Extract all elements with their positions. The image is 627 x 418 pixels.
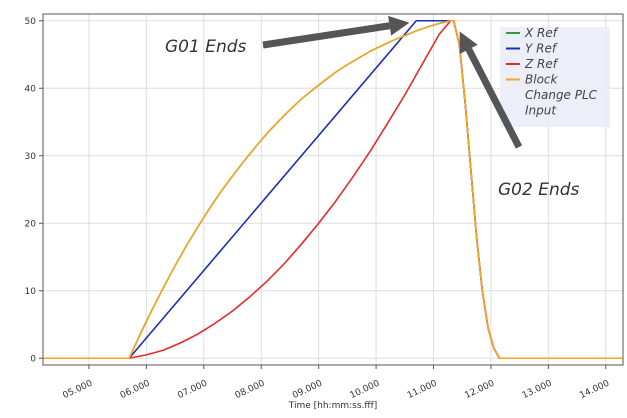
legend-box bbox=[500, 27, 610, 127]
legend-label: Input bbox=[525, 104, 557, 118]
y-tick-label: 20 bbox=[25, 219, 37, 229]
x-axis-title: Time [hh:mm:ss.fff] bbox=[288, 401, 378, 411]
x-tick-label: 06.000 bbox=[119, 379, 152, 401]
x-tick-label: 11.000 bbox=[406, 379, 439, 401]
y-tick-label: 10 bbox=[25, 287, 37, 297]
plot-frame bbox=[42, 13, 624, 366]
grid bbox=[43, 14, 623, 365]
x-tick-label: 12.000 bbox=[463, 379, 496, 401]
x-axis: 05.000 06.000 07.000 08.000 09.000 10.000 11.0… bbox=[61, 365, 611, 401]
y-axis: 0 10 20 30 40 50 bbox=[25, 17, 43, 364]
annotation-label-g02: G02 Ends bbox=[498, 180, 580, 200]
annotations: G01 Ends G02 Ends bbox=[165, 15, 580, 200]
series-line-block-change-plc-input bbox=[43, 19, 623, 360]
x-tick-label: 10.000 bbox=[349, 379, 382, 401]
y-tick-label: 30 bbox=[25, 152, 37, 162]
legend-label: Y Ref bbox=[525, 42, 558, 56]
x-tick-label: 14.000 bbox=[578, 379, 611, 401]
arrow-head bbox=[459, 31, 478, 54]
x-tick-label: 13.000 bbox=[521, 379, 554, 401]
legend-label: X Ref bbox=[524, 26, 559, 40]
y-tick-label: 40 bbox=[25, 84, 37, 94]
annotation-arrow-g02 bbox=[459, 31, 523, 149]
x-tick-label: 05.000 bbox=[61, 379, 94, 401]
legend-label: Change PLC bbox=[525, 88, 598, 102]
arrow-head bbox=[388, 15, 410, 36]
annotation-arrow-g01 bbox=[262, 15, 410, 49]
arrow-shaft bbox=[465, 47, 523, 149]
arrow-shaft bbox=[262, 22, 391, 49]
x-tick-label: 09.000 bbox=[291, 379, 324, 401]
legend-label: Block bbox=[525, 73, 559, 87]
annotation-label-g01: G01 Ends bbox=[165, 37, 247, 57]
x-tick-label: 08.000 bbox=[234, 379, 267, 401]
y-tick-label: 0 bbox=[30, 354, 36, 364]
y-tick-label: 50 bbox=[25, 17, 37, 27]
x-tick-label: 07.000 bbox=[176, 379, 209, 401]
legend-background bbox=[500, 27, 610, 127]
series-group bbox=[43, 19, 623, 360]
legend-label: Z Ref bbox=[524, 57, 559, 71]
